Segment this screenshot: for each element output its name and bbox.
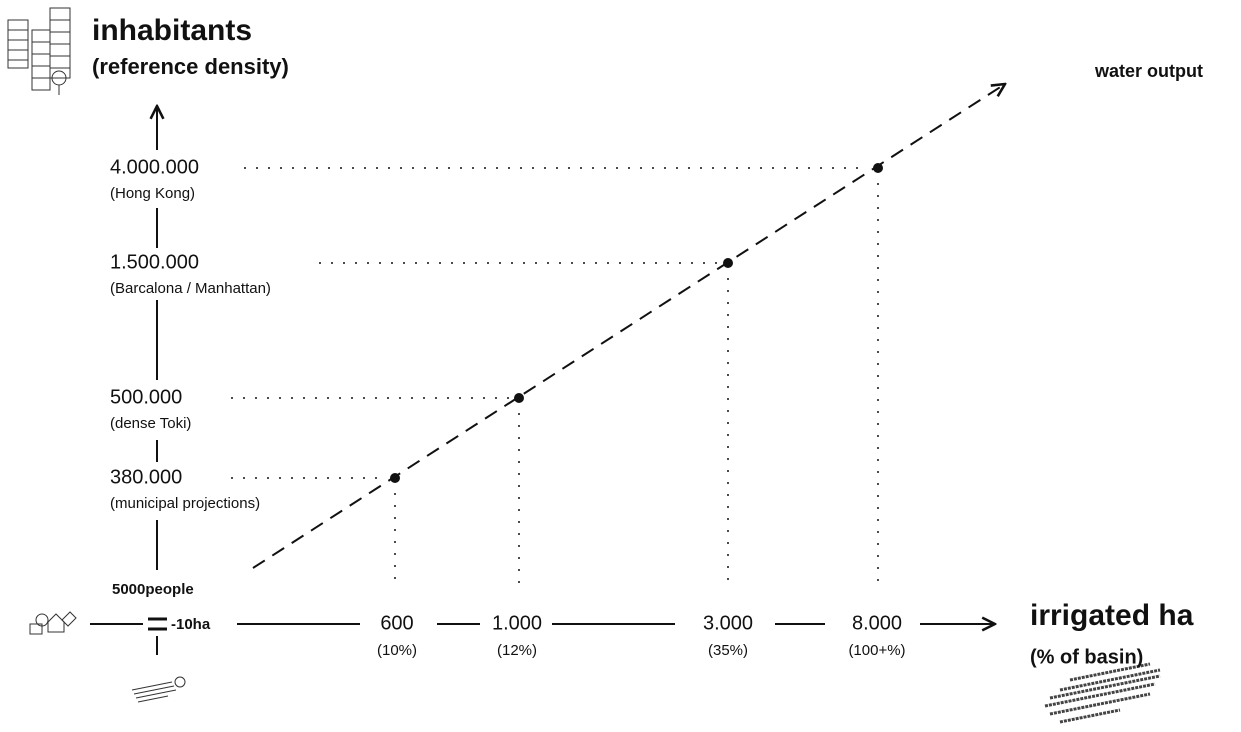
point [514, 393, 524, 403]
water-output-line [252, 84, 1005, 569]
point [390, 473, 400, 483]
x-tick-label: 8.000 [852, 612, 902, 634]
x-tick-label: 1.000 [492, 612, 542, 634]
x-tick-note: (35%) [708, 642, 748, 659]
y-tick-note: (Hong Kong) [110, 185, 195, 202]
x-tick-note: (12%) [497, 642, 537, 659]
line-label: water output [1094, 61, 1203, 81]
origin-area: -10ha [171, 616, 211, 633]
y-tick-label: 4.000.000 [110, 156, 199, 178]
y-tick-note: (dense Toki) [110, 415, 191, 432]
field-icon [131, 676, 186, 703]
y-tick-note: (Barcalona / Manhattan) [110, 280, 271, 297]
guide-line [244, 167, 879, 591]
origin-people: 5000people [112, 581, 194, 598]
x-tick-label: 600 [380, 612, 413, 634]
house-icon [29, 611, 77, 635]
x-tick-note: (100+%) [848, 642, 905, 659]
y-tick-label: 500.000 [110, 386, 182, 408]
x-tick-note: (10%) [377, 642, 417, 659]
guide-line [231, 477, 396, 591]
point [873, 163, 883, 173]
y-tick-label: 1.500.000 [110, 251, 199, 273]
guide-line [319, 262, 729, 591]
y-tick-label: 380.000 [110, 466, 182, 488]
point [723, 258, 733, 268]
y-tick-note: (municipal projections) [110, 495, 260, 512]
guide-line [231, 397, 520, 591]
irrigation-icon [1044, 662, 1161, 724]
x-subtitle: (% of basin) [1030, 646, 1143, 668]
x-tick-label: 3.000 [703, 612, 753, 634]
x-title: irrigated ha [1030, 599, 1194, 632]
building-icon [7, 7, 71, 95]
y-title: inhabitants [92, 14, 252, 47]
y-subtitle: (reference density) [92, 54, 289, 79]
equals-sign [148, 617, 167, 631]
